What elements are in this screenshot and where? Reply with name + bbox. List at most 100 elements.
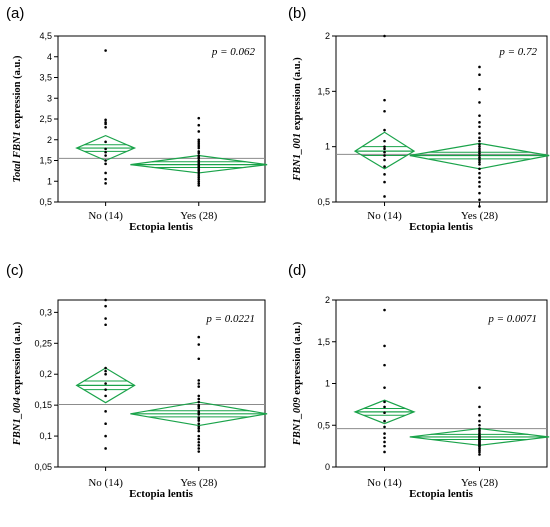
data-point [478, 413, 481, 417]
x-axis-label: Ectopia lentis [409, 221, 474, 233]
data-point [478, 114, 481, 117]
data-point [104, 434, 107, 438]
data-point [478, 419, 481, 423]
y-axis-label-gene: FBN1_009 [292, 397, 303, 447]
y-tick-label: 1,5 [317, 86, 330, 96]
data-point [478, 185, 481, 188]
data-point [197, 411, 201, 414]
y-axis-label-gene: FBN1_004 [12, 397, 23, 446]
data-point [197, 335, 201, 339]
data-point [197, 142, 201, 146]
x-axis-label: Ectopia lentis [409, 488, 474, 500]
data-point [197, 434, 201, 438]
data-point [478, 145, 481, 148]
p-value-label: p = 0.72 [498, 46, 537, 58]
data-point [197, 417, 201, 421]
data-point [197, 140, 201, 144]
y-axis-label-units: expression (a.u.) [292, 321, 303, 397]
data-point [383, 425, 386, 429]
data-point [478, 180, 481, 184]
data-point [478, 198, 481, 202]
data-point [104, 140, 107, 144]
data-point [383, 128, 386, 132]
data-point [383, 154, 386, 157]
data-point [197, 357, 201, 361]
data-point [478, 147, 481, 151]
y-tick-label: 0,3 [39, 307, 52, 317]
data-point [104, 154, 107, 157]
p-value-label: p = 0.0221 [205, 313, 255, 325]
data-point [104, 369, 107, 373]
y-axis-label-units: expression (a.u.) [12, 55, 23, 131]
panel-letter: (d) [288, 262, 306, 279]
data-point [478, 149, 481, 153]
data-point [478, 191, 481, 195]
y-tick-label: 2,5 [39, 114, 52, 124]
y-axis-label: Total FBN1 expression (a.u.) [12, 55, 23, 182]
chart-panel-1: (a) 0,5 1 1,5 2 2,5 3 3,5 4 4,5 No (14) Yes (28)Ect… [6, 5, 268, 233]
data-point [383, 147, 386, 151]
data-point [383, 150, 386, 154]
y-tick-label: 2 [47, 135, 52, 145]
data-point [104, 118, 107, 122]
panel-letter: (b) [288, 5, 306, 22]
data-point [478, 73, 481, 77]
data-point [197, 405, 201, 408]
data-point [104, 122, 107, 126]
data-point [478, 139, 481, 143]
data-point [197, 413, 201, 416]
y-tick-label: 3,5 [39, 73, 52, 83]
category-label: Yes (28) [461, 477, 498, 489]
data-point [383, 158, 386, 162]
y-tick-label: 4 [47, 52, 52, 62]
data-point [104, 394, 107, 398]
data-point [383, 363, 386, 367]
data-point [383, 450, 386, 454]
data-point [197, 343, 201, 346]
plot-frame [335, 299, 548, 468]
data-point [383, 419, 386, 423]
data-point [478, 143, 481, 146]
data-point [197, 146, 201, 150]
data-point [478, 101, 481, 104]
plot-frame [57, 299, 266, 468]
data-point [383, 98, 386, 102]
y-tick-label: 2 [325, 295, 330, 305]
y-tick-label: 0,25 [34, 338, 52, 348]
data-point [197, 157, 201, 160]
data-point [197, 394, 201, 398]
data-point [104, 372, 107, 376]
x-axis-label: Ectopia lentis [129, 488, 194, 500]
data-point [478, 121, 481, 124]
y-axis-label-gene: Total FBN1 [12, 131, 23, 182]
data-point [383, 400, 386, 404]
y-axis-label: FBN1_001 expression (a.u.) [292, 57, 303, 182]
data-point [197, 419, 201, 422]
data-point [478, 163, 481, 166]
data-point [197, 440, 201, 444]
y-tick-label: 1 [325, 142, 330, 152]
plot-frame [57, 35, 266, 203]
data-point [478, 453, 481, 456]
y-tick-label: 3 [47, 93, 52, 103]
data-point [383, 411, 386, 415]
y-axis-label: FBN1_009 expression (a.u.) [292, 321, 303, 446]
data-point [478, 160, 481, 164]
data-point [383, 405, 386, 409]
data-point [104, 422, 107, 426]
data-point [104, 126, 107, 129]
category-label: Yes (28) [180, 477, 217, 489]
data-point [197, 151, 201, 155]
chart-panel-2: (b) 0,5 1 1,5 2 No (14) Yes (28)Ectopia lentis… [288, 5, 550, 233]
data-point [197, 450, 201, 453]
data-point [197, 116, 201, 120]
data-point [383, 195, 386, 198]
data-point [383, 173, 386, 176]
data-point [197, 444, 201, 447]
data-point [104, 298, 107, 302]
data-point [383, 165, 386, 168]
data-point [197, 425, 201, 429]
data-point [383, 432, 386, 435]
y-tick-label: 0,2 [39, 369, 52, 379]
